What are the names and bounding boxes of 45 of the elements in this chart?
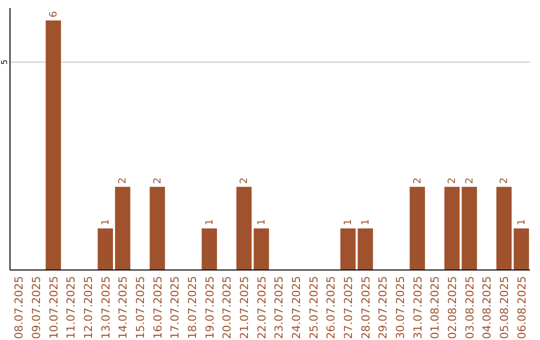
data-label: 1 — [360, 219, 372, 226]
x-tick-label: 21.07.2025 — [238, 276, 251, 339]
data-label: 1 — [204, 219, 216, 226]
x-tick-label: 25.07.2025 — [307, 276, 320, 339]
x-tick-label: 29.07.2025 — [376, 276, 390, 339]
x-tick-label: 14.07.2025 — [116, 276, 130, 339]
x-tick-label: 22.07.2025 — [255, 276, 268, 339]
x-tick-label: 15.07.2025 — [134, 276, 147, 339]
x-tick-label: 05.08.2025 — [498, 276, 511, 339]
data-label: 6 — [48, 11, 60, 18]
x-tick-label: 31.07.2025 — [411, 276, 424, 339]
data-label: 1 — [516, 219, 528, 226]
x-tick-label: 18.07.2025 — [186, 276, 199, 339]
x-tick-label: 17.07.2025 — [168, 276, 182, 339]
data-label: 2 — [239, 177, 250, 184]
x-tick-label: 26.07.2025 — [324, 276, 338, 339]
x-tick-label: 03.08.2025 — [463, 276, 476, 339]
x-tick-label: 10.07.2025 — [47, 276, 60, 339]
x-tick-label: 01.08.2025 — [428, 276, 442, 339]
y-tick-label: 5 — [0, 60, 9, 65]
x-tick-label: 20.07.2025 — [220, 276, 234, 339]
x-tick-label: 12.07.2025 — [82, 276, 95, 339]
data-label: 1 — [100, 219, 112, 226]
data-label: 2 — [412, 177, 424, 184]
x-tick-label: 04.08.2025 — [480, 276, 494, 339]
x-tick-label: 16.07.2025 — [151, 276, 164, 339]
x-tick-label: 23.07.2025 — [272, 276, 286, 339]
x-tick-label: 02.08.2025 — [446, 276, 459, 339]
x-tick-label: 13.07.2025 — [99, 276, 112, 339]
data-label: 2 — [118, 177, 129, 184]
data-label: 2 — [499, 177, 510, 184]
data-label: 2 — [447, 177, 458, 184]
x-tick-label: 09.07.2025 — [30, 276, 43, 339]
x-tick-label: 11.07.2025 — [64, 276, 78, 339]
x-tick-label: 30.07.2025 — [394, 276, 407, 339]
x-tick-label: 24.07.2025 — [290, 276, 303, 339]
x-tick-label: 19.07.2025 — [203, 276, 216, 339]
x-tick-label: 28.07.2025 — [359, 276, 372, 339]
x-tick-label: 08.07.2025 — [12, 276, 26, 339]
x-tick-label: 06.08.2025 — [515, 276, 528, 339]
x-tick-label: 27.07.2025 — [342, 276, 355, 339]
data-label: 1 — [343, 219, 354, 226]
data-label: 1 — [256, 219, 268, 226]
data-label: 2 — [152, 177, 164, 184]
data-label: 2 — [464, 177, 476, 184]
